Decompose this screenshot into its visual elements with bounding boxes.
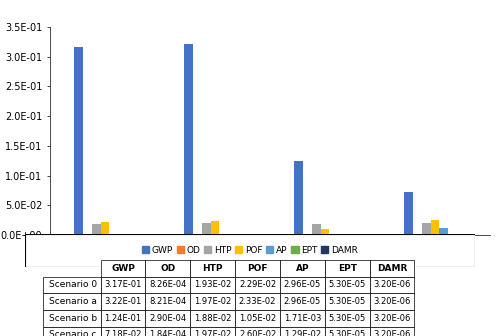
Bar [184, 44, 193, 235]
Bar [100, 221, 110, 235]
Bar [312, 224, 320, 235]
Bar [330, 234, 338, 235]
Bar [92, 224, 100, 235]
Bar [422, 223, 430, 235]
Bar [404, 193, 413, 235]
Bar [210, 221, 220, 235]
Bar [294, 161, 303, 235]
Bar [74, 46, 83, 235]
Bar [320, 229, 330, 235]
Legend: GWP, OD, HTP, POF, AP, EPT, DAMR: GWP, OD, HTP, POF, AP, EPT, DAMR [142, 246, 358, 255]
FancyBboxPatch shape [25, 234, 475, 267]
Bar [440, 227, 448, 235]
Bar [202, 223, 210, 235]
Bar [430, 220, 440, 235]
